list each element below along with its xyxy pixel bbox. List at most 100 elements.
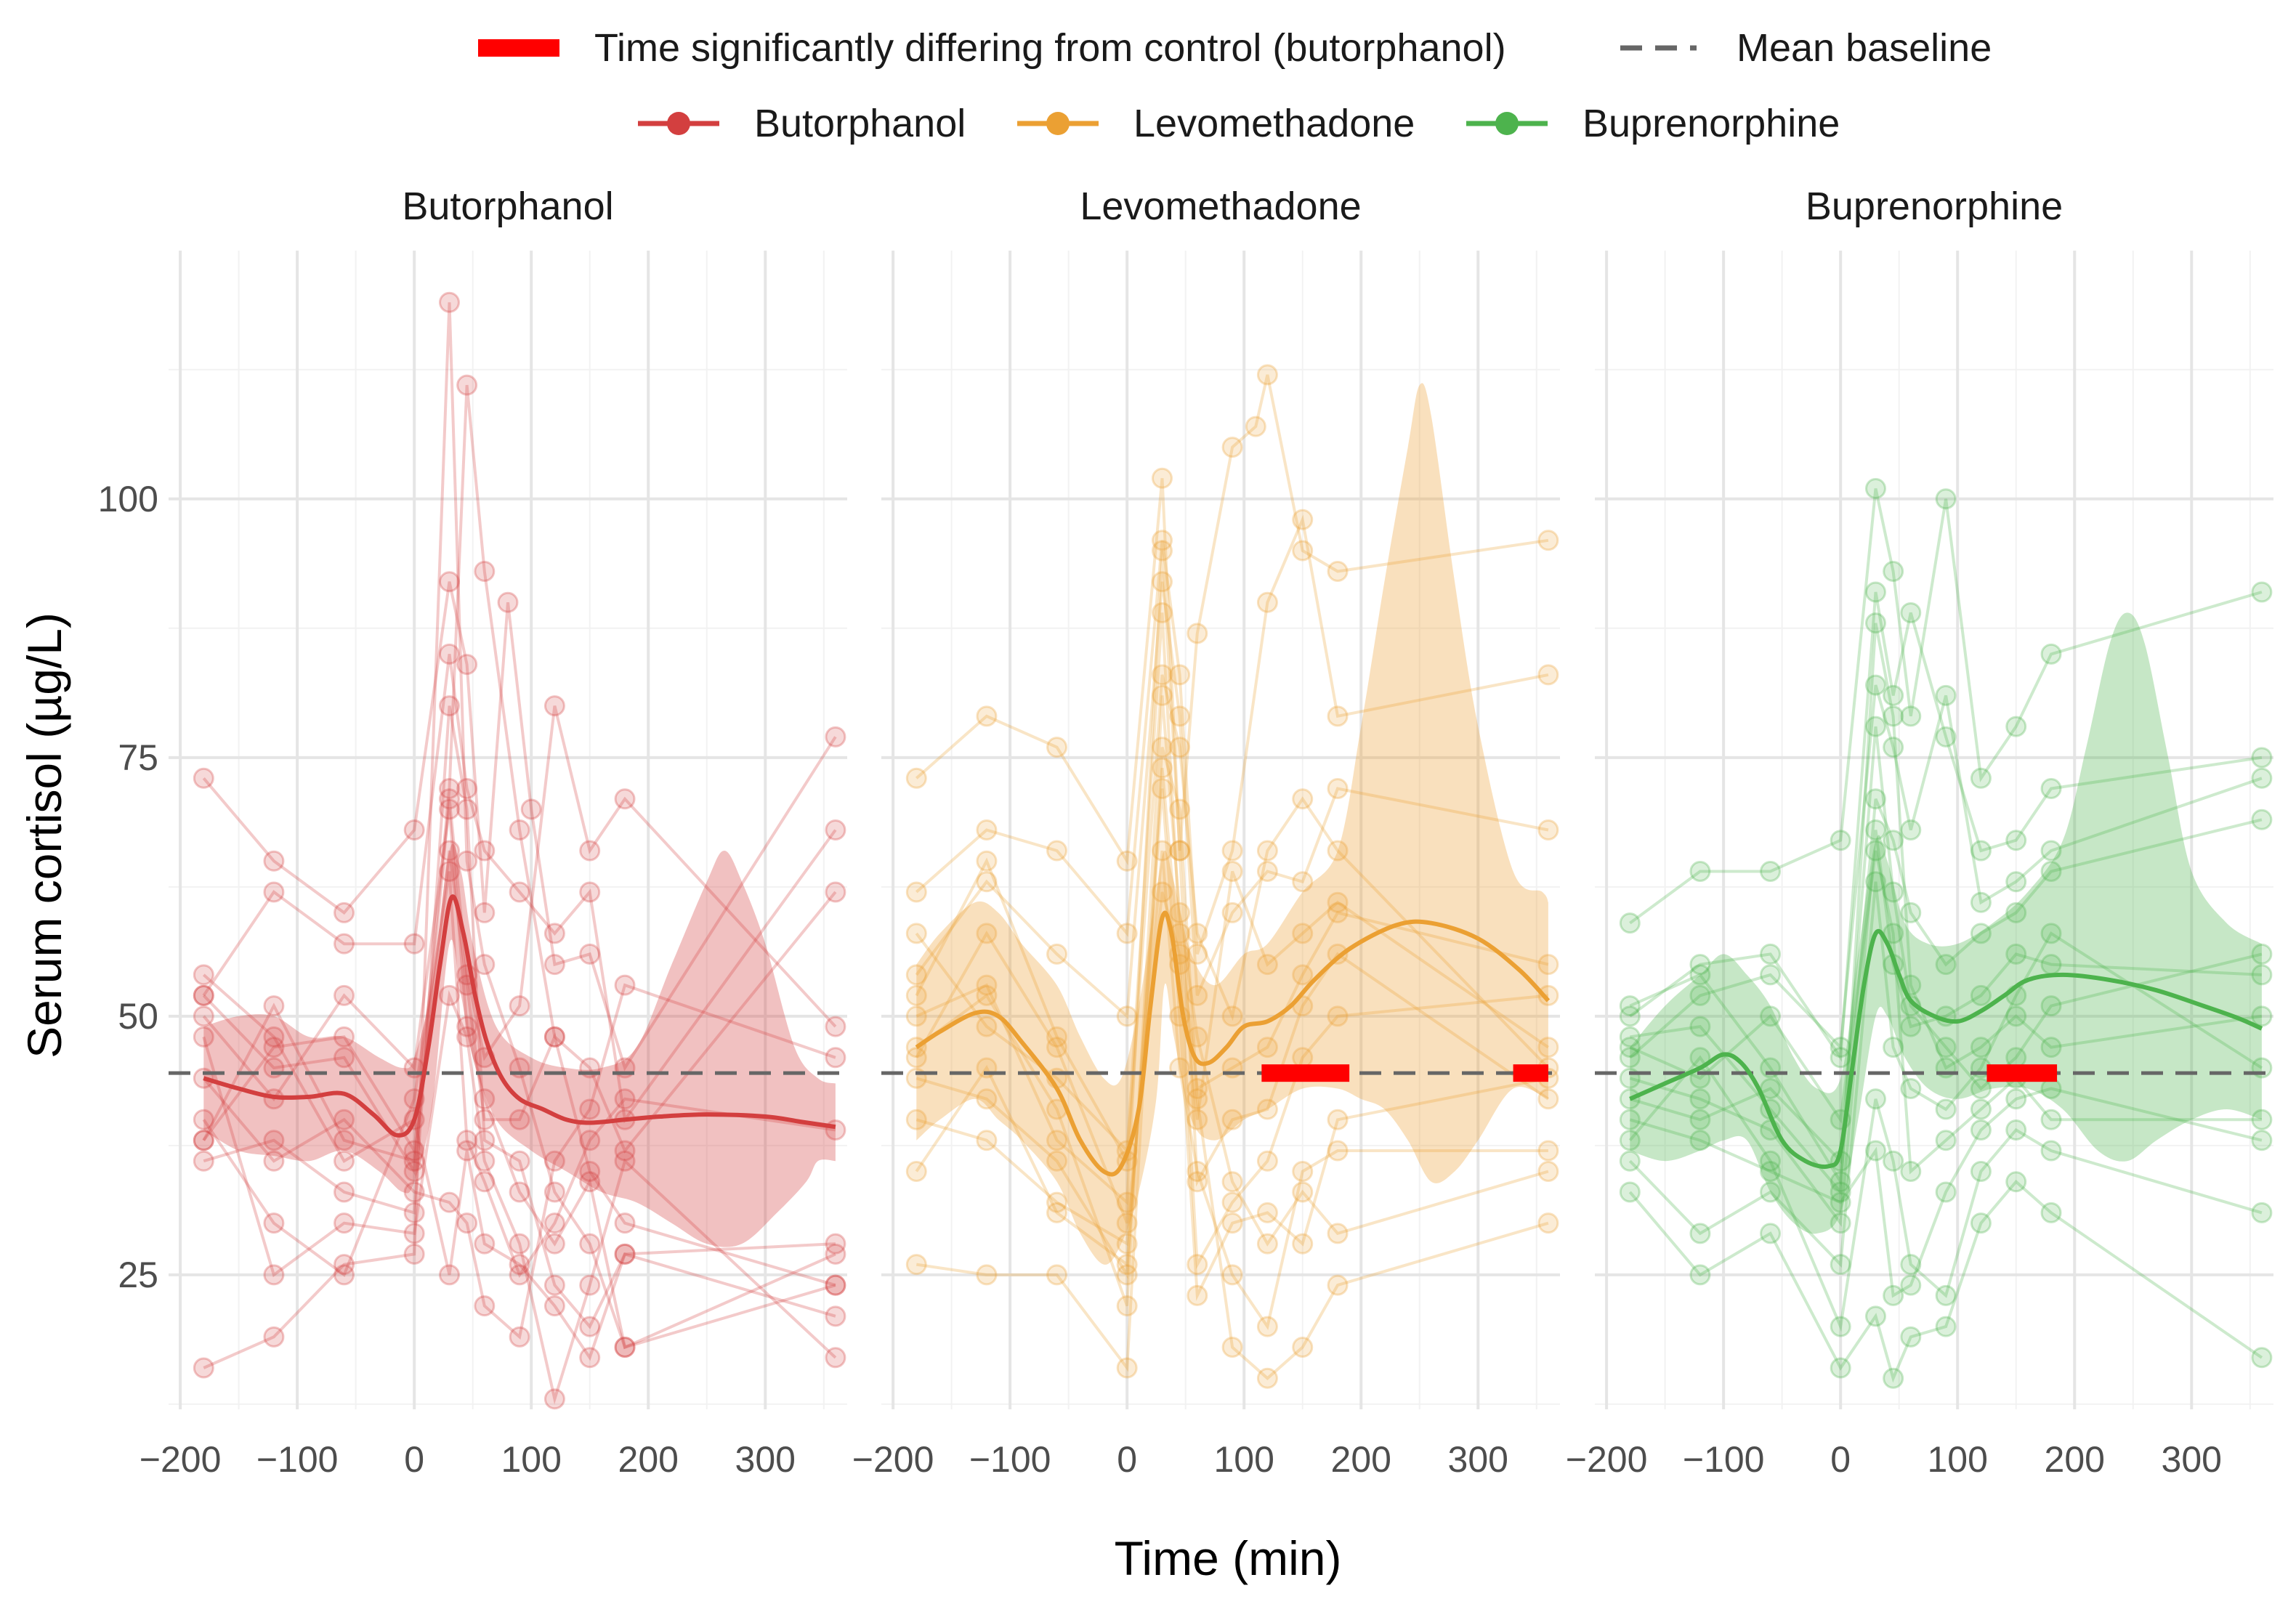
subject-point — [1046, 1264, 1068, 1286]
significance-bar — [1513, 1064, 1548, 1082]
subject-point — [403, 933, 425, 955]
subject-point — [474, 1295, 496, 1317]
subject-point — [2040, 778, 2062, 800]
subject-point — [543, 695, 565, 717]
subject-trajectory — [193, 695, 846, 1337]
subject-point — [1151, 571, 1173, 593]
subject-trajectory — [193, 643, 846, 1130]
subject-line — [1629, 830, 2262, 1228]
subject-line — [202, 581, 837, 1072]
subject-point — [2251, 747, 2273, 769]
subject-point — [905, 1160, 927, 1182]
subject-point — [1327, 840, 1349, 862]
subject-line — [915, 374, 1549, 866]
subject-point — [1292, 923, 1314, 944]
subject-point — [1169, 840, 1191, 862]
legend-levomethadone-label: Levomethadone — [1133, 102, 1415, 145]
subject-point — [1537, 1088, 1559, 1110]
subject-point — [543, 954, 565, 976]
subject-point — [825, 881, 846, 903]
subject-point — [1537, 530, 1559, 551]
panel-buprenorphine: Buprenorphine −200 −100 0 100 200 300 — [1566, 185, 2273, 1480]
subject-point — [1864, 819, 1886, 841]
subject-trajectory — [1619, 788, 2273, 1193]
legend-butorphanol-label: Butorphanol — [754, 102, 966, 145]
subject-point — [1221, 902, 1243, 923]
subject-point — [976, 1088, 998, 1110]
subject-point — [438, 1191, 460, 1213]
subject-trajectory — [193, 695, 846, 1182]
x-tick-label: 100 — [1927, 1439, 1987, 1480]
subject-point — [509, 1326, 530, 1348]
subject-point — [1169, 798, 1191, 820]
subject-point — [976, 705, 998, 727]
subject-point — [438, 788, 460, 810]
subject-trajectory — [193, 291, 846, 1379]
subject-point — [1221, 1191, 1243, 1213]
subject-point — [1619, 1181, 1641, 1203]
subject-point — [193, 767, 214, 789]
legend-buprenorphine-dot — [1495, 112, 1519, 135]
subject-point — [497, 591, 519, 613]
subject-point — [193, 1109, 214, 1130]
subject-point — [976, 923, 998, 944]
subject-trajectory — [905, 364, 1559, 872]
subject-point — [905, 1109, 927, 1130]
subject-line — [916, 747, 1549, 1380]
subject-point — [1046, 1202, 1068, 1223]
subject-point — [1883, 1284, 1904, 1306]
subject-line — [1628, 1055, 2263, 1332]
subject-point — [474, 1130, 496, 1151]
subject-point — [905, 964, 927, 986]
subject-point — [905, 1005, 927, 1027]
subject-point — [976, 1130, 998, 1151]
subject-point — [614, 1337, 636, 1358]
panel-title: Butorphanol — [402, 185, 613, 228]
subject-trajectory — [905, 571, 1559, 1027]
subject-point — [1935, 1284, 1957, 1306]
subject-point — [1116, 1233, 1138, 1255]
subject-point — [1970, 923, 1992, 944]
subject-point — [1619, 995, 1641, 1017]
subject-point — [579, 1233, 601, 1255]
subject-point — [1830, 830, 1851, 851]
subject-point — [2251, 1109, 2273, 1130]
subject-point — [1256, 1316, 1278, 1337]
subject-point — [1900, 1274, 1922, 1296]
subject-point — [1760, 1223, 1782, 1244]
subject-point — [403, 1223, 425, 1244]
subject-point — [614, 788, 636, 810]
subject-point — [1169, 840, 1191, 862]
subject-point — [1970, 1160, 1992, 1182]
subject-point — [1830, 1047, 1851, 1069]
subject-point — [543, 1295, 565, 1317]
subject-point — [2251, 1347, 2273, 1369]
subject-point — [474, 902, 496, 923]
subject-point — [1187, 1109, 1208, 1130]
subject-point — [1327, 1223, 1349, 1244]
subject-point — [1935, 1316, 1957, 1337]
subject-point — [1256, 591, 1278, 613]
subject-point — [1689, 1130, 1711, 1151]
subject-point — [825, 1016, 846, 1037]
subject-line — [1629, 850, 2262, 1175]
subject-point — [1116, 1005, 1138, 1027]
subject-point — [1221, 1109, 1243, 1130]
subject-point — [263, 1150, 285, 1172]
subject-trajectory — [1619, 819, 2273, 1234]
subject-point — [543, 1026, 565, 1048]
subject-point — [2040, 1140, 2062, 1162]
subject-point — [1830, 1191, 1851, 1213]
x-tick-label: 300 — [735, 1439, 796, 1480]
subject-point — [1900, 995, 1922, 1017]
subject-point — [403, 819, 425, 841]
mean-curve — [915, 910, 1551, 1177]
subject-point — [976, 974, 998, 996]
subject-point — [334, 933, 355, 955]
subject-point — [263, 995, 285, 1017]
subject-point — [1187, 1078, 1208, 1100]
subject-point — [1187, 1171, 1208, 1193]
subject-point — [543, 1212, 565, 1234]
panel-levomethadone: Levomethadone −200 −100 0 100 200 300 — [852, 185, 1560, 1480]
subject-point — [1256, 1367, 1278, 1389]
